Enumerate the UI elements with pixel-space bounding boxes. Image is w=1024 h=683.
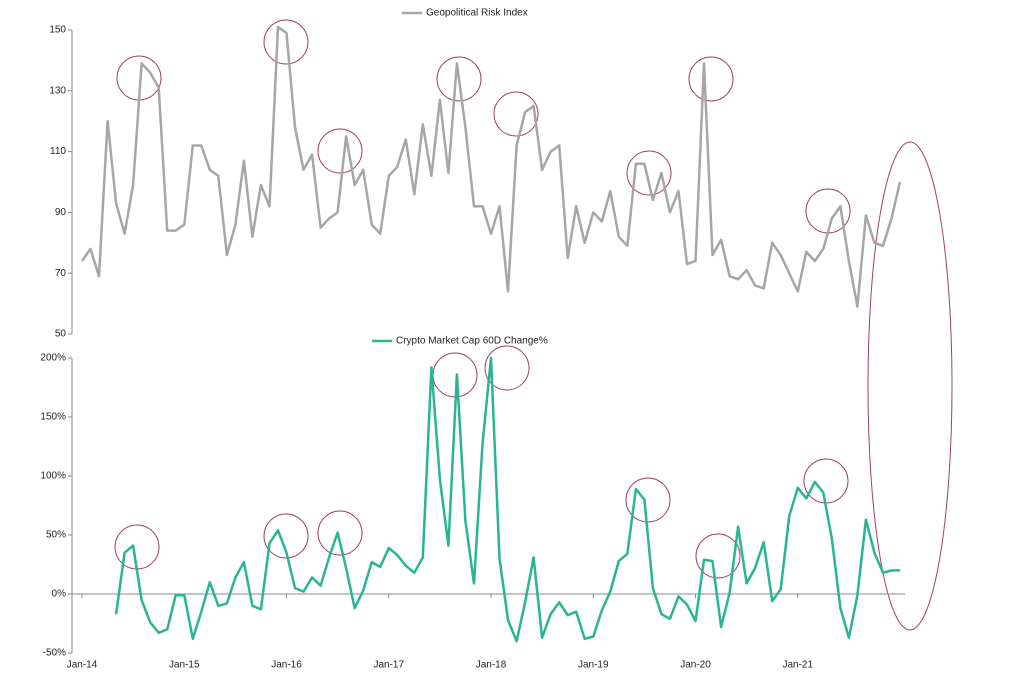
x-tick-label: Jan-14 [67,660,98,671]
annotation-circle [263,19,309,65]
annotation-circle [436,56,482,102]
y-tick-label: 70 [55,268,67,279]
annotation-circle [317,128,363,174]
y-tick-label: -50% [43,648,66,659]
annotation-circle [626,150,672,196]
y-tick-label: 100% [40,471,66,482]
y-tick-label: 200% [40,353,66,364]
y-tick-label: 130 [49,85,66,96]
annotation-circle [625,477,671,523]
annotation-circle [263,513,309,559]
y-tick-label: 90 [55,207,67,218]
y-tick-label: 150 [49,25,66,36]
x-tick-label: Jan-15 [169,660,200,671]
legend-label: Crypto Market Cap 60D Change% [396,336,548,347]
annotation-circle [114,524,160,570]
annotation-ellipse [867,141,953,631]
annotation-circle [317,510,363,556]
annotation-circle [493,91,539,137]
annotation-circle [803,458,849,504]
x-tick-label: Jan-20 [680,660,711,671]
y-tick-label: 0% [52,589,67,600]
data-line [80,25,902,308]
annotation-circle [695,533,741,579]
x-tick-label: Jan-17 [373,660,404,671]
annotation-circle [688,56,734,102]
legend-label: Geopolitical Risk Index [426,8,528,19]
x-tick-label: Jan-19 [578,660,609,671]
annotations [114,19,953,631]
data-line [114,356,900,643]
y-tick-label: 150% [40,412,66,423]
x-tick-label: Jan-21 [782,660,813,671]
y-tick-label: 110 [50,146,66,157]
y-tick-label: 50% [46,530,66,541]
x-tick-label: Jan-18 [476,660,507,671]
y-tick-label: 50 [55,329,67,340]
x-tick-label: Jan-16 [271,660,302,671]
annotation-circle [484,345,530,391]
